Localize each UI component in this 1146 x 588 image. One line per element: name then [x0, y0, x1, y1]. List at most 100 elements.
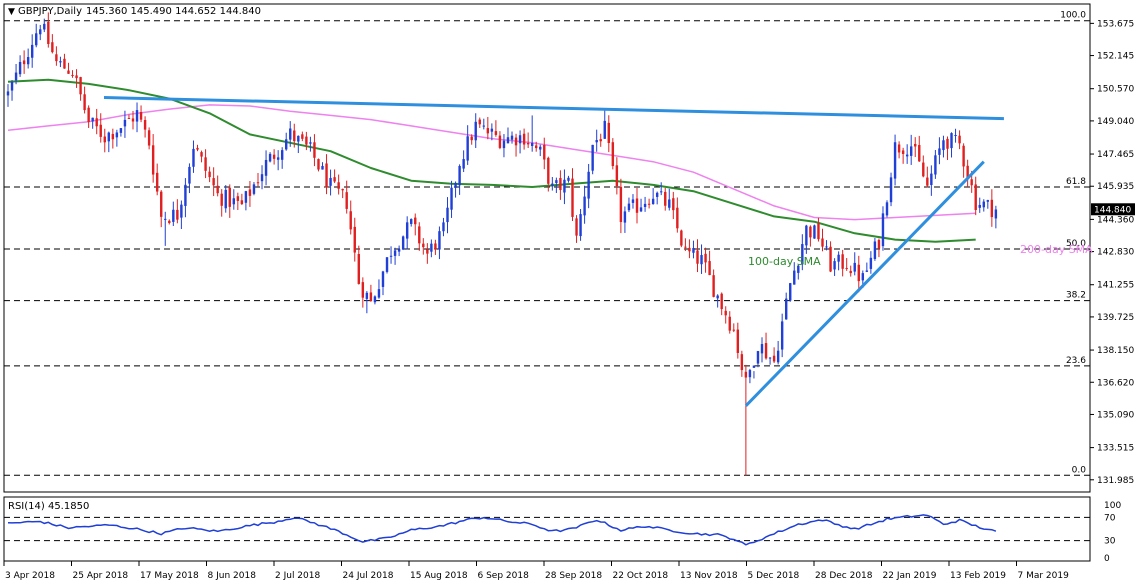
candle-body — [772, 355, 776, 362]
candle-body — [571, 178, 574, 217]
candle-body — [418, 226, 421, 244]
candle-body — [401, 236, 405, 250]
sma100-annotation: 100-day SMA — [748, 255, 821, 268]
trendline-support — [744, 160, 985, 407]
candle-body — [756, 351, 760, 364]
candle-body — [91, 117, 94, 122]
candle-body — [611, 142, 615, 167]
candle-body — [518, 135, 522, 144]
candle-body — [490, 128, 494, 132]
candle-body — [103, 136, 106, 143]
candle-body — [26, 57, 30, 65]
candle-body — [950, 133, 953, 149]
candle-body — [369, 292, 373, 301]
candle-body — [39, 29, 42, 35]
candle-body — [164, 218, 167, 220]
candle-body — [143, 119, 147, 130]
price-tick-label: 153.675 — [1097, 19, 1134, 29]
rsi-pane — [3, 496, 1091, 562]
candle-body — [434, 243, 437, 250]
candle-body — [817, 223, 820, 240]
candle-body — [551, 183, 554, 186]
candle-body — [289, 128, 292, 140]
candle-body — [789, 283, 792, 301]
trendlines — [103, 96, 1004, 407]
candle-body — [216, 185, 219, 194]
price-tick-label: 141.255 — [1097, 281, 1134, 291]
candle-body — [232, 198, 236, 205]
candle-body — [87, 107, 90, 122]
candle-body — [619, 186, 623, 223]
candle-body — [982, 201, 985, 208]
candle-body — [978, 204, 981, 208]
candle-body — [297, 135, 300, 142]
candle-body — [482, 125, 485, 127]
candle-body — [280, 150, 284, 160]
candle-body — [744, 371, 748, 378]
candle-body — [333, 177, 336, 182]
candle-body — [946, 138, 949, 149]
candle-body — [498, 135, 502, 148]
candle-body — [930, 173, 933, 186]
candle-body — [337, 182, 340, 189]
candle-body — [240, 200, 244, 205]
candle-body — [776, 350, 780, 363]
candle-body — [450, 187, 453, 210]
candle-body — [494, 131, 498, 135]
candle-body — [438, 231, 441, 250]
candle-body — [837, 254, 840, 262]
candle-body — [59, 61, 62, 63]
candle-body — [55, 54, 58, 62]
candle-body — [708, 261, 711, 276]
candle-body — [986, 200, 990, 202]
candle-body — [474, 121, 477, 141]
trendline-resistance — [103, 96, 1004, 121]
candle-body — [655, 192, 659, 197]
fib-label: 38.2 — [1066, 291, 1086, 301]
candle-body — [188, 166, 191, 184]
candle-body — [127, 118, 131, 120]
candle-body — [349, 211, 352, 230]
price-tick-label: 139.725 — [1097, 313, 1134, 323]
candle-body — [305, 136, 308, 145]
candle-body — [583, 196, 586, 216]
price-tick-label: 136.620 — [1097, 378, 1134, 388]
candle-body — [684, 246, 687, 248]
time-tick-label: 5 Dec 2018 — [748, 571, 800, 581]
candle-body — [212, 178, 215, 186]
candle-body — [563, 179, 566, 193]
candle-body — [10, 82, 14, 91]
candle-body — [160, 191, 163, 217]
candle-body — [720, 293, 723, 310]
candle-body — [966, 165, 969, 180]
symbol-marker-icon: ▼ — [8, 7, 15, 17]
candle-body — [591, 144, 594, 171]
price-tick-label: 147.465 — [1097, 150, 1134, 160]
candle-body — [454, 183, 457, 188]
candle-body — [926, 177, 929, 186]
candle-body — [881, 213, 885, 247]
candle-body — [905, 154, 909, 157]
candle-body — [784, 298, 788, 320]
candle-body — [958, 135, 961, 144]
candle-body — [809, 226, 812, 238]
candle-body — [264, 159, 268, 176]
candle-body — [680, 230, 683, 246]
candle-body — [579, 214, 582, 237]
candle-body — [974, 184, 977, 211]
candle-body — [224, 189, 227, 209]
price-tick-label: 131.985 — [1097, 476, 1134, 486]
candle-body — [381, 271, 385, 287]
candle-body — [539, 146, 542, 150]
candle-body — [676, 207, 679, 229]
candle-body — [954, 134, 957, 136]
candle-body — [83, 94, 86, 111]
candle-body — [801, 244, 804, 265]
candle-body — [365, 292, 369, 299]
candle-body — [147, 130, 151, 146]
time-tick-label: 28 Sep 2018 — [545, 571, 602, 581]
candle-body — [700, 255, 703, 265]
candle-body — [393, 250, 397, 256]
